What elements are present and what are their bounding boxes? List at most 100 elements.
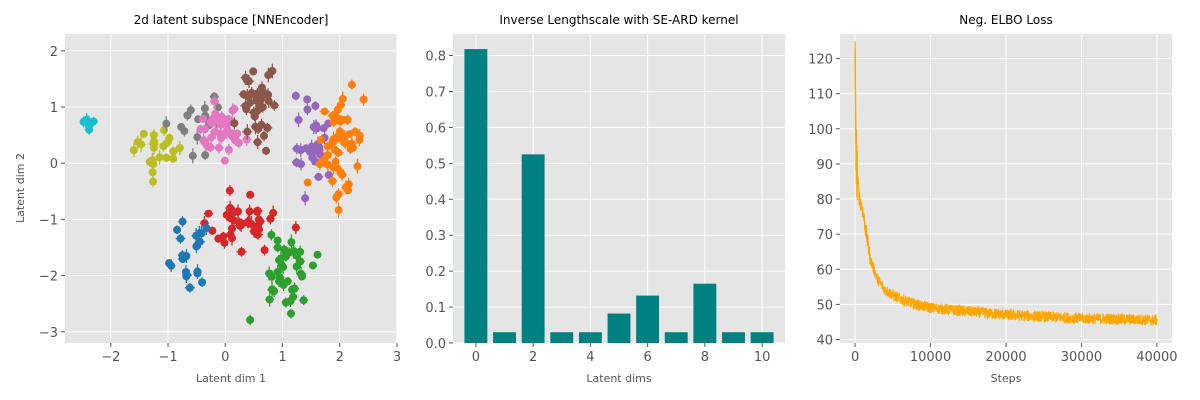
plot-area (453, 34, 785, 343)
scatter-point (280, 245, 289, 254)
scatter-point (270, 287, 279, 296)
scatter-point (252, 226, 261, 235)
bar (693, 283, 717, 343)
bar (722, 332, 745, 343)
scatter-point (233, 207, 242, 216)
scatter-point (329, 163, 338, 172)
scatter-point (185, 283, 194, 292)
scatter-ylabel: Latent dim 2 (14, 153, 27, 223)
scatter-point (333, 132, 342, 141)
scatter-point (348, 139, 357, 148)
scatter-point (320, 155, 329, 164)
scatter-point (353, 162, 362, 171)
x-tick-label: 4 (586, 350, 594, 365)
scatter-point (149, 130, 158, 139)
scatter-point (334, 148, 343, 157)
scatter-point (267, 230, 276, 239)
scatter-point (208, 226, 217, 235)
bar (493, 332, 516, 343)
scatter-point (169, 154, 178, 163)
scatter-point (244, 77, 253, 86)
scatter-point (316, 136, 325, 145)
x-tick-label: 2 (336, 350, 344, 365)
scatter-point (253, 138, 262, 147)
scatter-point (139, 129, 148, 138)
y-tick-label: 120 (808, 53, 833, 68)
scatter-point (85, 121, 94, 130)
scatter-point (283, 277, 292, 286)
scatter-point (303, 105, 312, 114)
x-tick-label: 6 (643, 350, 651, 365)
y-tick-label: 100 (808, 123, 833, 138)
scatter-point (351, 127, 360, 136)
data-marks (464, 49, 774, 343)
bar-xlabel: Latent dims (586, 372, 651, 385)
scatter-point (237, 219, 246, 228)
x-tick-label: 3 (393, 350, 401, 365)
scatter-point (249, 67, 258, 76)
scatter-point (183, 271, 192, 280)
scatter-point (219, 232, 228, 241)
scatter-point (254, 215, 263, 224)
loss-line (854, 41, 1158, 327)
data-marks (854, 41, 1158, 327)
lengthscale-bar-panel: Inverse Lengthscale with SE-ARD kernel L… (425, 13, 785, 385)
scatter-point (359, 95, 368, 104)
scatter-point (292, 158, 301, 167)
loss-xlabel: Steps (991, 372, 1022, 385)
x-tick-label: 1 (278, 350, 286, 365)
cluster (79, 113, 98, 135)
scatter-point (338, 94, 347, 103)
scatter-point (294, 115, 303, 124)
scatter-point (137, 140, 146, 149)
scatter-point (324, 170, 333, 179)
scatter-point (286, 309, 295, 318)
cluster (291, 91, 334, 206)
scatter-point (255, 101, 264, 110)
scatter-point (292, 262, 301, 271)
scatter-point (225, 213, 234, 222)
scatter-point (276, 254, 285, 263)
scatter-point (274, 277, 283, 286)
x-tick-label: 30000 (1061, 350, 1102, 365)
scatter-point (234, 138, 243, 147)
scatter-point (178, 217, 187, 226)
bar (636, 295, 660, 343)
scatter-point (308, 261, 317, 270)
bar (578, 332, 602, 343)
y-tick-label: 0.6 (425, 121, 446, 136)
scatter-point (224, 145, 233, 154)
x-tick-label: 10 (754, 350, 771, 365)
y-tick-label: 70 (816, 228, 833, 243)
scatter-point (217, 112, 226, 121)
scatter-point (250, 112, 259, 121)
scatter-point (210, 97, 219, 106)
bar (550, 332, 574, 343)
scatter-point (129, 146, 138, 155)
scatter-point (200, 104, 209, 113)
x-tick-label: −1 (158, 350, 177, 365)
scatter-point (169, 147, 178, 156)
x-tick-label: 2 (529, 350, 537, 365)
scatter-point (200, 138, 209, 147)
cluster (230, 63, 279, 155)
y-tick-label: 90 (816, 158, 833, 173)
y-tick-label: 0 (50, 157, 58, 172)
scatter-point (343, 186, 352, 195)
x-tick-label: 20000 (985, 350, 1026, 365)
scatter-point (303, 178, 312, 187)
y-tick-label: 40 (816, 333, 833, 348)
cluster (303, 79, 368, 218)
scatter-point (221, 129, 230, 138)
scatter-point (320, 107, 329, 116)
x-tick-label: −2 (101, 350, 120, 365)
scatter-point (242, 135, 251, 144)
y-tick-label: 0.5 (425, 157, 446, 172)
scatter-point (264, 97, 273, 106)
bar (464, 49, 488, 343)
scatter-point (262, 146, 271, 155)
loss-title: Neg. ELBO Loss (959, 13, 1052, 27)
scatter-point (297, 269, 306, 278)
scatter-point (214, 143, 223, 152)
scatter-point (183, 111, 192, 120)
